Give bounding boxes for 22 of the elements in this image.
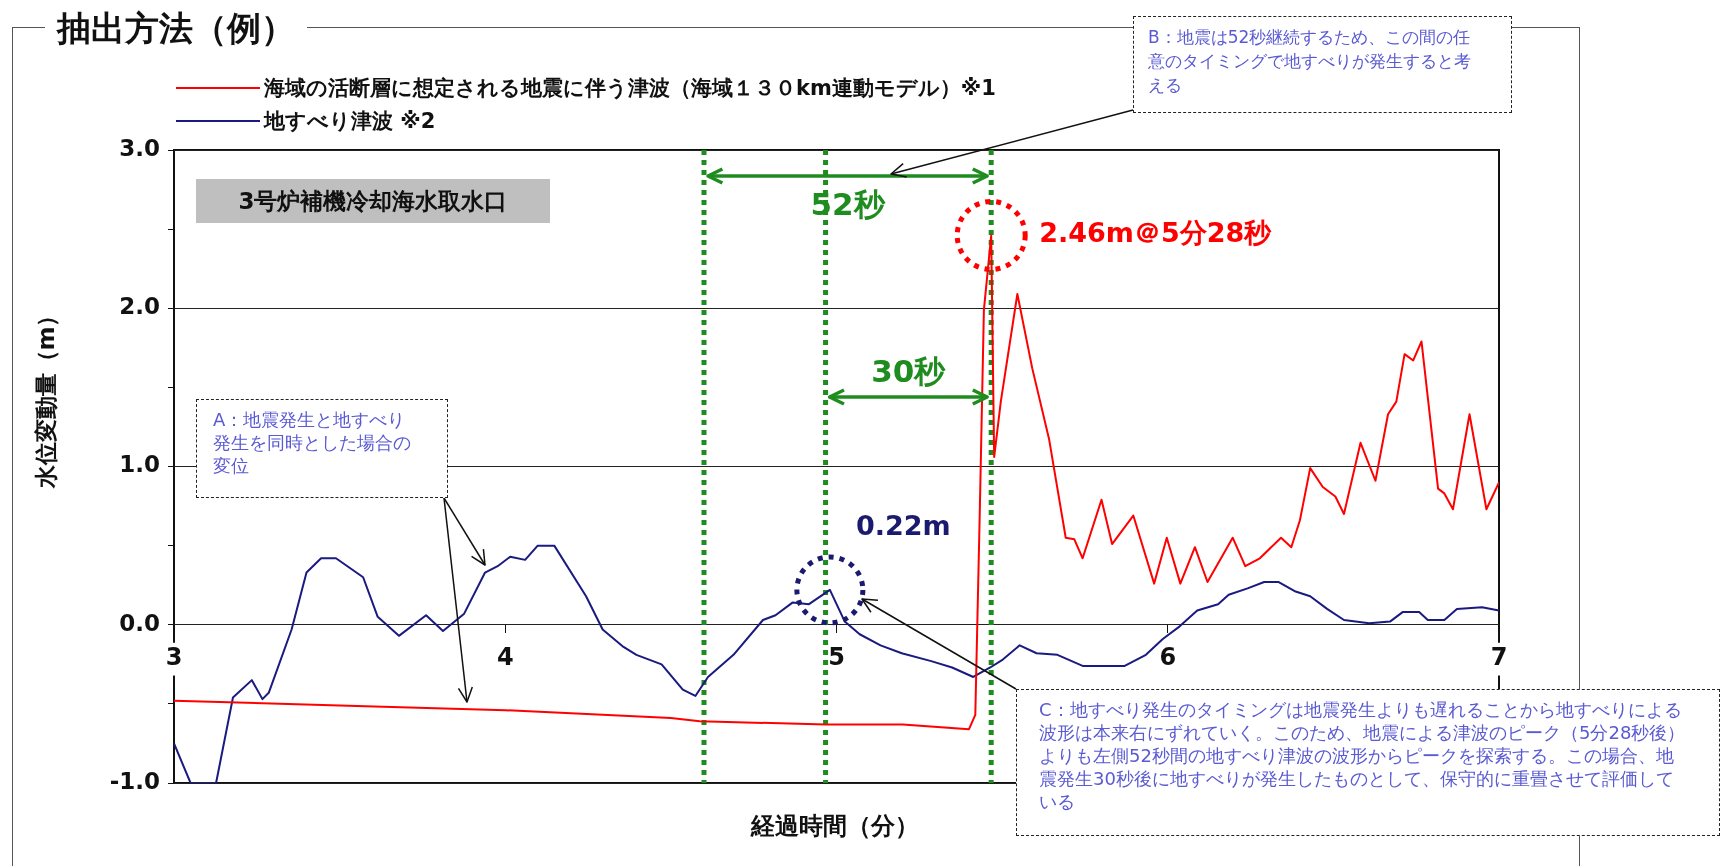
annotation: 30秒 — [871, 352, 946, 391]
x-tick-label: 4 — [496, 643, 514, 672]
annotation: 2.46m＠5分28秒 — [1039, 217, 1273, 249]
x-tick-label: 3 — [165, 643, 183, 672]
y-tick-label: 2.0 — [119, 293, 160, 320]
y-axis-title: 水位変動量（m） — [31, 303, 60, 489]
label-box: 3号炉補機冷却海水取水口 — [196, 179, 550, 223]
x-axis-title: 経過時間（分） — [751, 811, 919, 842]
x-tick-label: 6 — [1159, 643, 1177, 672]
y-tick-label: 1.0 — [119, 451, 160, 478]
callout-box: A：地震発生と地すべり発生を同時とした場合の変位 — [196, 399, 448, 498]
y-tick-label: -1.0 — [109, 767, 160, 794]
y-tick-label: 3.0 — [119, 134, 160, 161]
legend-label: 海域の活断層に想定される地震に伴う津波（海域１３０km連動モデル）※1 — [264, 75, 996, 102]
y-tick-label: 0.0 — [119, 609, 160, 636]
x-tick-label: 5 — [828, 643, 845, 672]
annotation: 0.22m — [855, 509, 951, 541]
x-tick-label: 7 — [1490, 643, 1508, 672]
chart-title: 抽出方法（例） — [45, 6, 307, 52]
callout-box: C：地すべり発生のタイミングは地震発生よりも遅れることから地すべりによる波形は本来右にずれていく。このため、地震による津波のピーク（5分28秒後）よりも左側52秒間の地すべり津波の波形からピークを探索する。この場合、地震発生30秒後に地すべりが発生したものとして、保守的に重畳させて評価している — [1016, 689, 1720, 836]
legend-label: 地すべり津波 ※2 — [264, 108, 436, 135]
callout-box: B：地震は52秒継続するため、この間の任意のタイミングで地すべりが発生すると考える — [1133, 16, 1512, 113]
